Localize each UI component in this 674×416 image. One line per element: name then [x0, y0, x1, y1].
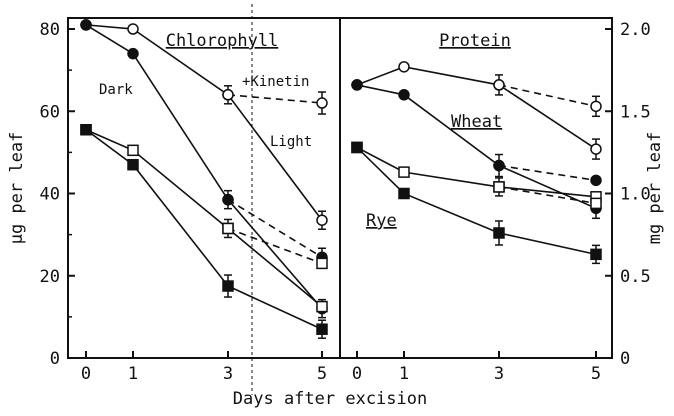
- protein-point-open-circle: [590, 143, 602, 155]
- protein-point-open-square: [590, 197, 602, 210]
- chlorophyll-point-filled-square: [222, 280, 234, 292]
- chlorophyll-point-filled-square: [80, 124, 92, 136]
- right-y-tick-label: 1.0: [620, 185, 651, 205]
- right-y-axis-title: mg per leaf: [645, 132, 665, 245]
- chlorophyll-series-line: [85, 24, 323, 310]
- chlorophyll-point-open-square: [316, 300, 328, 313]
- protein-series-line: [356, 146, 597, 256]
- chlorophyll-point-open-square: [316, 257, 328, 270]
- protein-point-filled-circle: [351, 79, 363, 91]
- protein-point-filled-square: [590, 248, 602, 261]
- left-y-axis-title: µg per leaf: [7, 132, 27, 245]
- chlorophyll-point-filled-square: [316, 323, 328, 335]
- left-y-tick-label: 80: [40, 20, 60, 40]
- protein-point-filled-square: [493, 227, 505, 239]
- protein-point-filled-circle: [398, 89, 410, 101]
- protein-series-line: [498, 84, 597, 108]
- right-y-tick-label: 0.5: [620, 267, 651, 287]
- protein-point-filled-square: [351, 141, 363, 154]
- x-tick-label: 5: [591, 364, 601, 384]
- x-tick-label: 1: [128, 364, 138, 384]
- chlorophyll-point-open-circle: [316, 97, 328, 109]
- protein-point-open-circle: [398, 61, 410, 73]
- x-tick-label: 3: [494, 364, 504, 384]
- protein-series-line: [356, 146, 597, 198]
- x-axis-title: Days after excision: [233, 389, 427, 409]
- protein-series-line: [356, 84, 597, 210]
- protein-series-line: [498, 164, 597, 182]
- chlorophyll-point-open-square: [222, 222, 234, 235]
- protein-point-open-square: [493, 181, 505, 193]
- annotation-kinetin: +Kinetin: [242, 74, 309, 90]
- protein-title: Protein: [439, 31, 511, 51]
- chlorophyll-series-line: [85, 24, 323, 221]
- right-y-tick-label: 2.0: [620, 20, 651, 40]
- right-y-tick-label: 1.5: [620, 102, 651, 122]
- left-y-tick-label: 0: [50, 349, 60, 369]
- protein-point-filled-square: [398, 187, 410, 200]
- chlorophyll-title: Chlorophyll: [166, 31, 279, 51]
- protein-point-open-circle: [493, 79, 505, 91]
- x-tick-label: 1: [399, 364, 409, 384]
- chlorophyll-point-open-circle: [222, 89, 234, 101]
- chlorophyll-series-line: [85, 129, 323, 330]
- chlorophyll-point-filled-circle: [222, 193, 234, 206]
- x-tick-label: 3: [223, 364, 233, 384]
- chlorophyll-point-filled-circle: [127, 47, 139, 60]
- protein-point-open-circle: [590, 100, 602, 113]
- protein-point-filled-circle: [493, 159, 505, 172]
- annotation-light: Light: [270, 134, 312, 150]
- chlorophyll-point-open-square: [127, 144, 139, 157]
- left-y-tick-label: 60: [40, 102, 60, 122]
- chlorophyll-point-filled-square: [127, 158, 139, 171]
- protein-point-filled-circle: [590, 174, 602, 187]
- series-label-rye: Rye: [366, 211, 397, 231]
- x-tick-label: 5: [317, 364, 327, 384]
- protein-series-line: [498, 186, 597, 205]
- left-y-tick-label: 20: [40, 267, 60, 287]
- protein-point-open-square: [398, 166, 410, 178]
- chlorophyll-point-open-circle: [316, 214, 328, 226]
- right-y-tick-label: 0: [620, 349, 630, 369]
- left-y-tick-label: 40: [40, 185, 60, 205]
- series-label-wheat: Wheat: [451, 112, 502, 132]
- x-tick-label: 0: [352, 364, 362, 384]
- x-tick-label: 0: [81, 364, 91, 384]
- chlorophyll-series-line: [227, 94, 323, 104]
- annotation-dark: Dark: [99, 82, 133, 98]
- chlorophyll-series-line: [227, 198, 323, 258]
- chlorophyll-series-line: [227, 227, 323, 265]
- chlorophyll-point-filled-circle: [80, 19, 92, 31]
- chlorophyll-point-open-circle: [127, 23, 139, 35]
- protein-series-line: [356, 66, 597, 150]
- chlorophyll-series-line: [85, 129, 323, 308]
